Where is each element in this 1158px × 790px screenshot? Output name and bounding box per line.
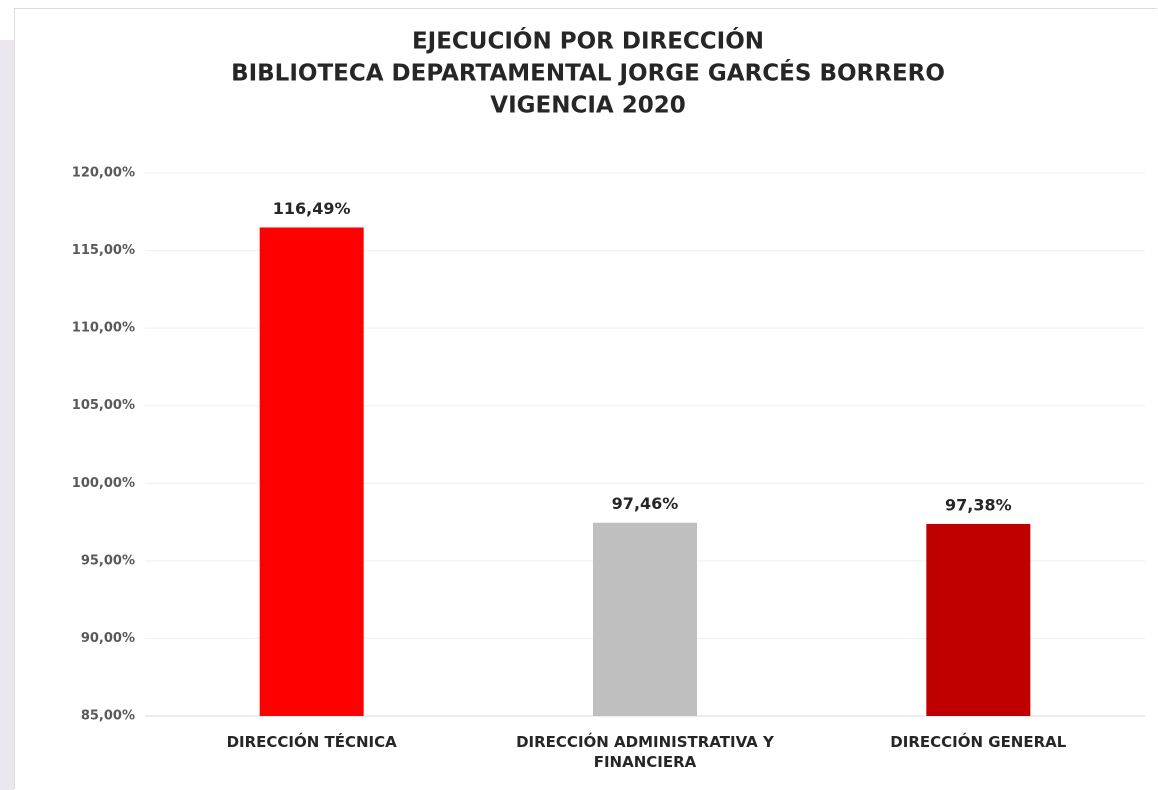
x-tick-label: DIRECCIÓN GENERAL xyxy=(890,733,1067,751)
bar xyxy=(926,523,1031,716)
y-tick-label: 85,00% xyxy=(81,709,135,724)
chart-title: VIGENCIA 2020 xyxy=(490,93,685,119)
data-label: 97,38% xyxy=(945,495,1012,514)
x-tick-label: DIRECCIÓN ADMINISTRATIVA Y FINANCIERA xyxy=(516,733,774,771)
y-tick-label: 120,00% xyxy=(72,166,135,181)
side-strip xyxy=(0,40,14,790)
data-label: 116,49% xyxy=(273,199,351,218)
bar xyxy=(259,227,364,716)
x-tick-label: DIRECCIÓN TÉCNICA xyxy=(226,733,397,751)
chart-title: EJECUCIÓN POR DIRECCIÓN xyxy=(412,27,764,55)
y-tick-label: 100,00% xyxy=(72,476,135,491)
y-tick-label: 115,00% xyxy=(72,243,135,258)
y-tick-label: 90,00% xyxy=(81,631,135,646)
chart-frame xyxy=(14,8,1157,789)
y-tick-label: 105,00% xyxy=(72,398,135,413)
y-tick-label: 95,00% xyxy=(81,553,135,568)
chart-title: BIBLIOTECA DEPARTAMENTAL JORGE GARCÉS BO… xyxy=(231,59,945,87)
data-label: 97,46% xyxy=(612,494,679,513)
bar xyxy=(593,522,697,716)
y-tick-label: 110,00% xyxy=(72,321,135,336)
